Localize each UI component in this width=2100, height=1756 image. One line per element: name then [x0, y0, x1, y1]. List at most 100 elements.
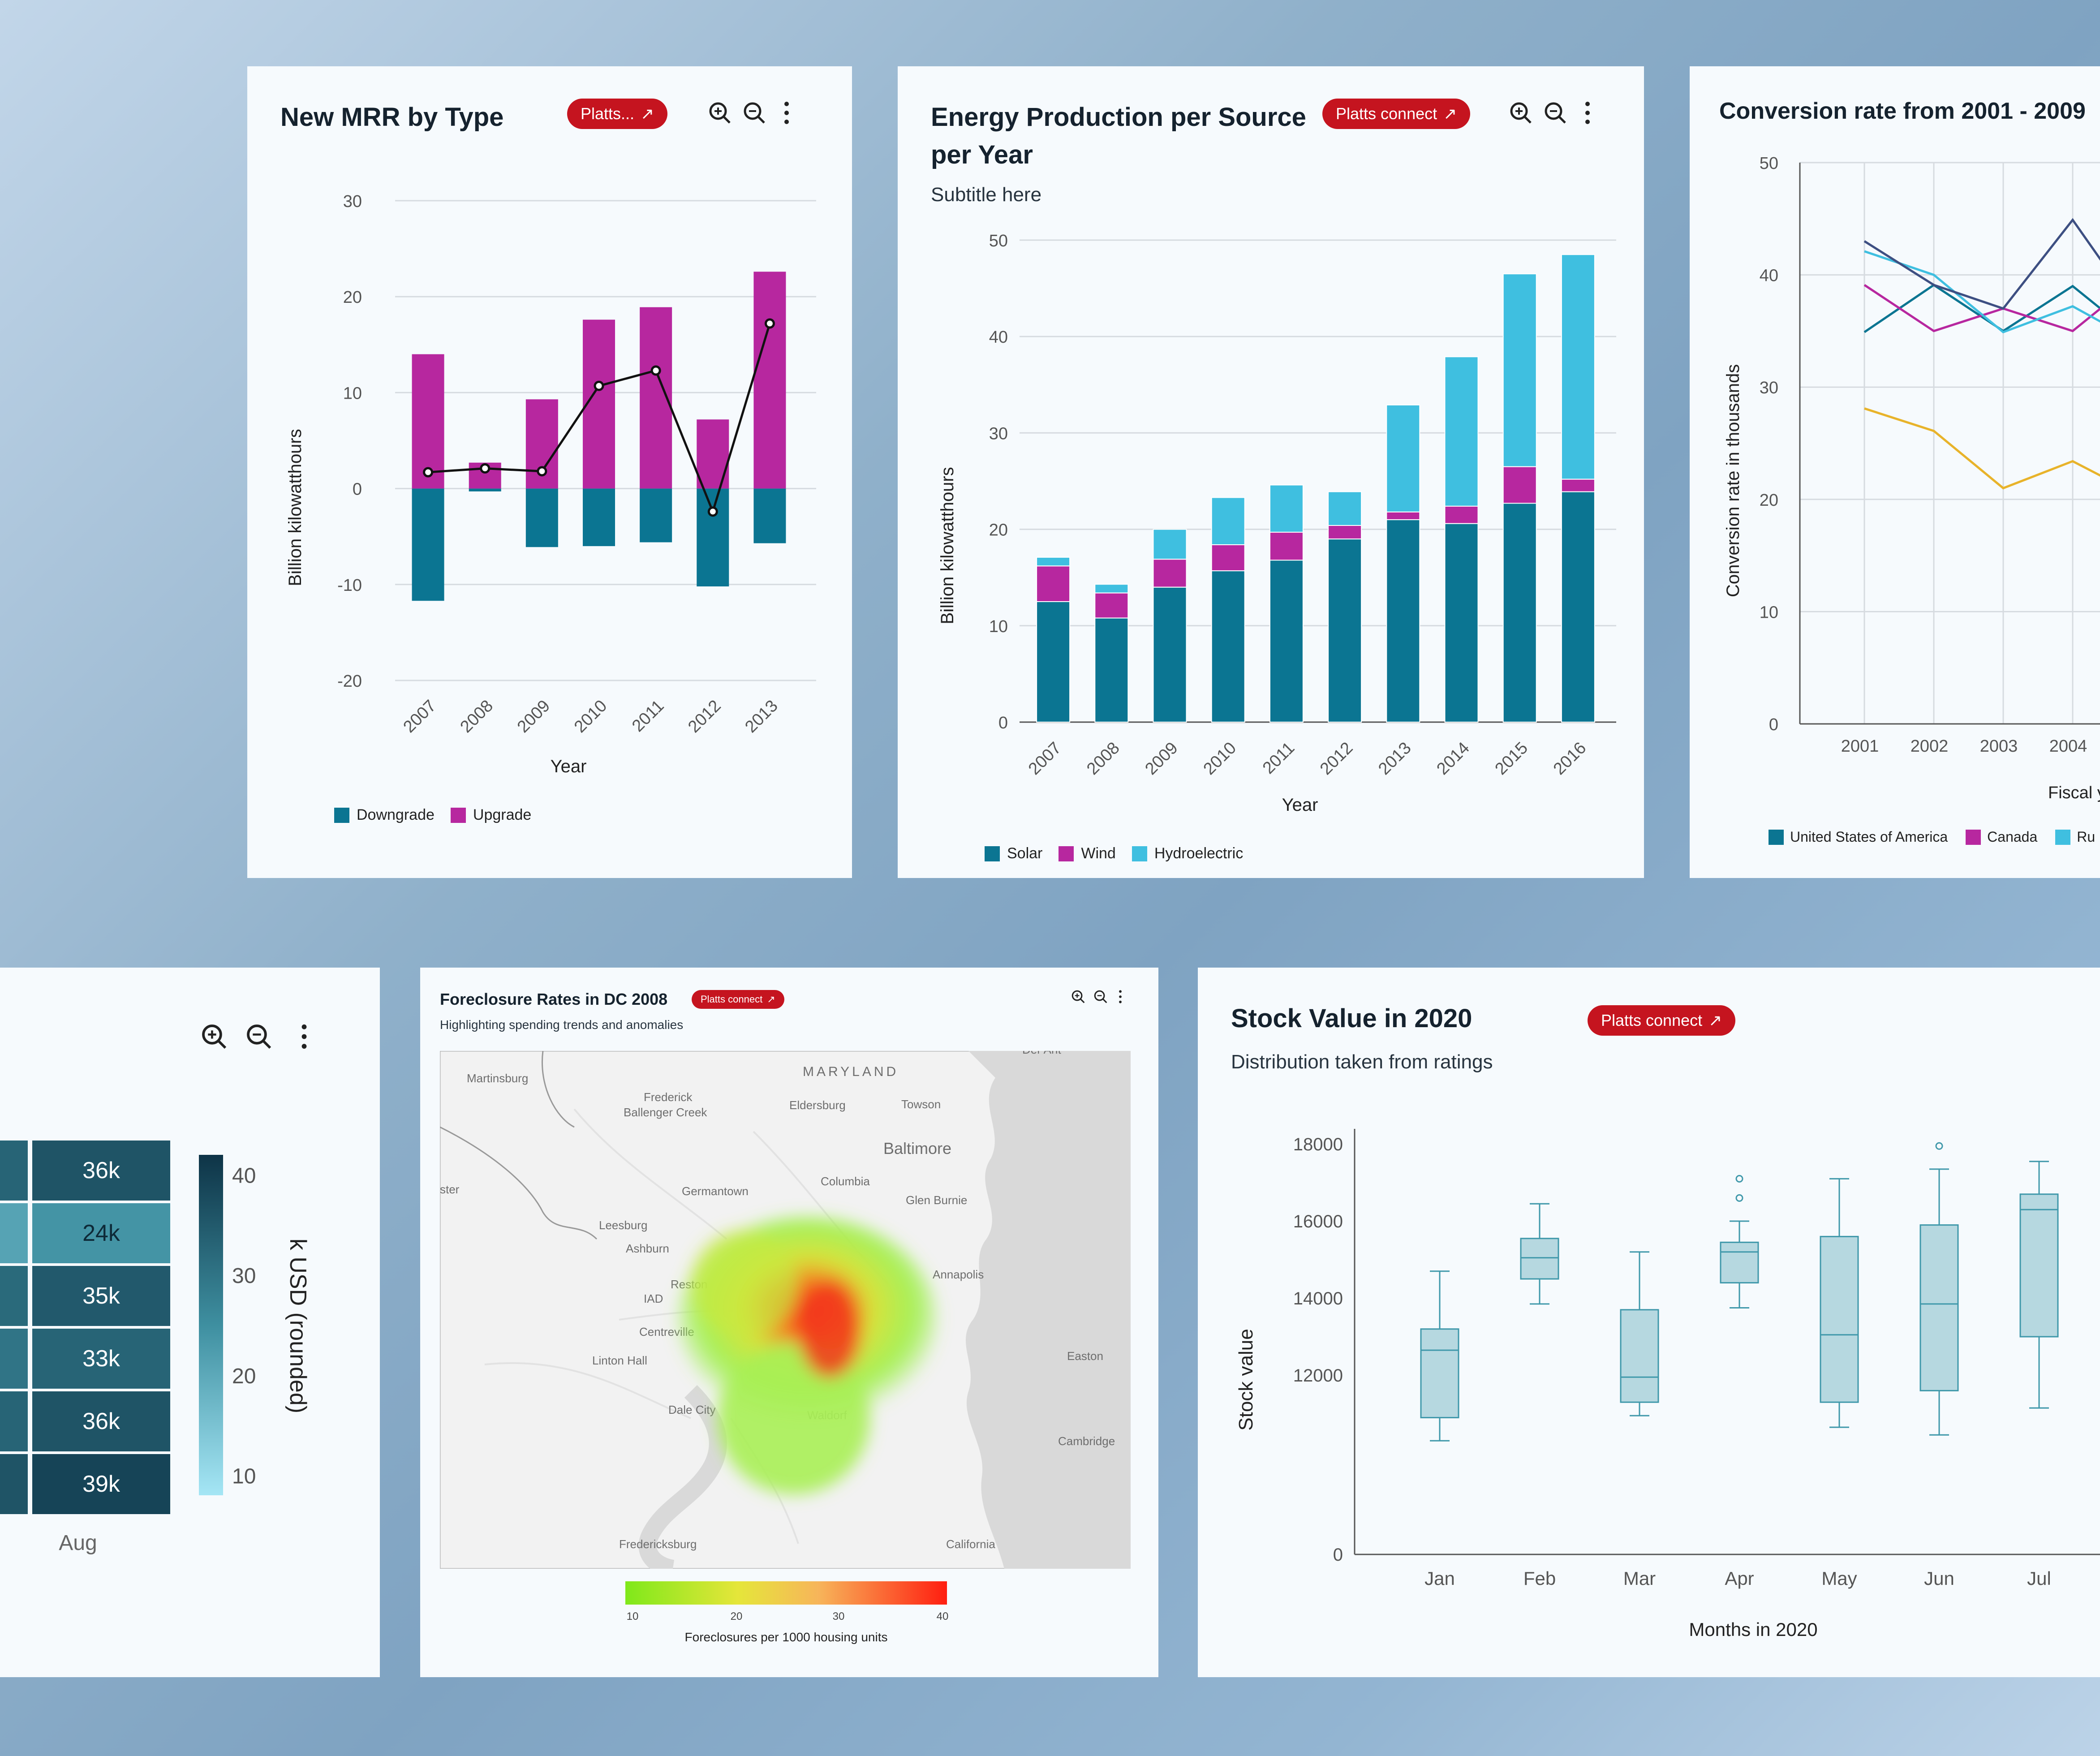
more-options-icon[interactable]: [1582, 100, 1593, 125]
stock-platts-button[interactable]: Platts connect ↗: [1588, 1005, 1736, 1036]
y-tick-label: 50: [1760, 154, 1778, 173]
heatmap-cell: [32, 1329, 170, 1389]
more-options-icon[interactable]: [298, 1022, 310, 1051]
bar-downgrade: [525, 488, 558, 547]
x-tick-label: 2001: [1841, 737, 1879, 756]
foreclosure-platts-button[interactable]: Platts connect ↗: [692, 990, 784, 1009]
y-tick-label: 30: [1760, 379, 1778, 397]
y-tick-label: 20: [989, 521, 1008, 540]
y-tick-label: 0: [1333, 1545, 1343, 1565]
foreclosure-color-scale: 10 20 30 40 Foreclosures per 1000 housing u…: [625, 1581, 949, 1644]
x-tick-label: 2009: [514, 697, 554, 736]
y-tick-label: 30: [989, 424, 1008, 443]
outlier-point: [1935, 1142, 1943, 1150]
zoom-in-icon[interactable]: [1508, 100, 1533, 125]
heatmap-cell-cropped: [0, 1454, 28, 1514]
box: [1620, 1309, 1659, 1403]
legend-swatch: [450, 807, 466, 823]
zoom-out-icon[interactable]: [742, 100, 767, 125]
net-point: [707, 506, 718, 517]
external-link-icon: ↗: [767, 994, 775, 1005]
heatmap-cell: [32, 1203, 170, 1263]
y-tick-label: 0: [1769, 715, 1778, 734]
colorbar-tick-label: 30: [232, 1264, 256, 1288]
stock-y-axis-label: Stock value: [1235, 1329, 1257, 1430]
conversion-chart: 50 40 30 20 10 0 2001 2002 2003 2004 Conversion …: [1723, 154, 2100, 802]
heatmap-cell-label: 39k: [82, 1471, 120, 1497]
bar-wind: [1444, 505, 1479, 524]
legend-item-ru[interactable]: Ru: [2055, 829, 2095, 845]
legend-label: United States of America: [1790, 829, 1948, 845]
legend-swatch: [334, 807, 349, 823]
map-place-label: Towson: [901, 1098, 941, 1111]
x-tick-label: Apr: [1725, 1568, 1754, 1589]
stock-x-axis-label: Months in 2020: [1689, 1619, 1817, 1640]
legend-item-hydroelectric[interactable]: Hydroelectric: [1132, 845, 1243, 862]
x-tick-label: 2016: [1550, 739, 1590, 779]
energy-card: Energy Production per Source per Year Su…: [898, 66, 1644, 878]
legend-item-wind[interactable]: Wind: [1059, 845, 1116, 862]
conversion-y-ticks: 50 40 30 20 10 0: [1760, 154, 1778, 734]
legend-item-usa[interactable]: United States of America: [1769, 829, 1948, 845]
stock-card: Stock Value in 2020 Platts connect ↗ Dis…: [1198, 968, 2100, 1677]
x-tick-label: Jun: [1924, 1568, 1954, 1589]
zoom-out-icon[interactable]: [245, 1022, 273, 1051]
box: [1820, 1235, 1859, 1403]
bar-upgrade: [753, 271, 786, 489]
bar-upgrade: [697, 419, 729, 489]
colorbar-tick-label: 20: [232, 1364, 256, 1388]
y-tick-label: 12000: [1293, 1366, 1343, 1386]
legend-item-canada[interactable]: Canada: [1966, 829, 2037, 845]
heatmap-cell-label: 36k: [82, 1408, 120, 1434]
x-tick-label: 2008: [457, 697, 497, 736]
legend-item-upgrade[interactable]: Upgrade: [450, 806, 531, 824]
scale-ticks: 10 20 30 40: [627, 1610, 949, 1623]
legend-swatch: [1966, 829, 1981, 845]
legend-item-downgrade[interactable]: Downgrade: [334, 806, 435, 824]
y-tick-label: 50: [989, 232, 1008, 250]
conversion-x-ticks: 2001 2002 2003 2004: [1841, 737, 2087, 756]
series-line: [1863, 218, 2100, 310]
energy-title-line1: Energy Production per Source: [931, 103, 1306, 132]
map-place-label: MARYLAND: [803, 1064, 899, 1079]
heatmap-cell: [32, 1266, 170, 1326]
heatmap-cell-cropped: [0, 1391, 28, 1451]
zoom-in-icon[interactable]: [1071, 989, 1086, 1004]
bar-hydroelectric: [1094, 584, 1129, 594]
more-options-icon[interactable]: [781, 100, 792, 125]
energy-platts-button[interactable]: Platts connect ↗: [1322, 99, 1471, 129]
x-tick-label: 2004: [2049, 737, 2087, 756]
zoom-out-icon[interactable]: [1543, 100, 1568, 125]
map-place-label: Del-Ant: [1022, 1051, 1061, 1056]
conversion-gridlines: [1799, 162, 2100, 725]
energy-subtitle: Subtitle here: [931, 184, 1042, 206]
zoom-in-icon[interactable]: [707, 100, 732, 125]
colorbar-tick-label: 40: [232, 1164, 256, 1188]
more-options-icon[interactable]: [1117, 989, 1123, 1004]
zoom-in-icon[interactable]: [200, 1022, 228, 1051]
y-tick-label: 10: [989, 617, 1008, 636]
mrr-legend: Downgrade Upgrade: [334, 806, 531, 824]
scale-tick-label: 40: [937, 1610, 949, 1623]
mrr-platts-button[interactable]: Platts... ↗: [567, 99, 668, 129]
foreclosure-map[interactable]: MARYLAND Martinsburg Frederick Ballenger Cr…: [440, 1051, 1131, 1569]
bar-solar: [1444, 523, 1479, 723]
heatmap-cell-label: 36k: [82, 1158, 120, 1184]
bar-hydroelectric: [1502, 273, 1537, 467]
conversion-legend: United States of America Canada Ru: [1769, 829, 2095, 845]
bar-solar: [1269, 560, 1304, 723]
bar-downgrade: [697, 488, 729, 587]
map-place-label: Germantown: [682, 1184, 749, 1198]
conversion-title: Conversion rate from 2001 - 2009: [1719, 98, 2086, 124]
heatmap-cell: [32, 1391, 170, 1451]
bar-hydroelectric: [1328, 491, 1362, 526]
bar-wind: [1269, 532, 1304, 561]
stock-boxes: [1420, 1142, 2059, 1442]
y-tick-label: 10: [343, 384, 362, 403]
map-place-label: Leesburg: [599, 1218, 647, 1232]
x-tick-label: 2011: [628, 697, 667, 736]
legend-item-solar[interactable]: Solar: [985, 845, 1042, 862]
zoom-out-icon[interactable]: [1093, 989, 1108, 1004]
x-tick-label: Feb: [1523, 1568, 1556, 1589]
energy-title-line2: per Year: [931, 140, 1033, 169]
